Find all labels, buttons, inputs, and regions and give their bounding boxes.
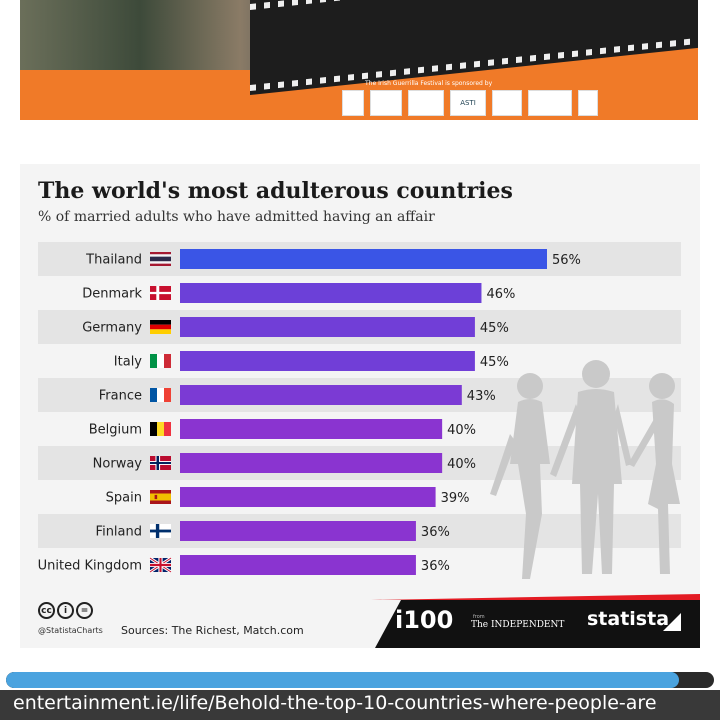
sponsor-logo-1 bbox=[342, 90, 364, 116]
from-label: from bbox=[473, 614, 485, 620]
red-accent-stripe bbox=[371, 594, 700, 600]
banner-image: The Irish Guerrilla Festival is sponsore… bbox=[20, 0, 698, 120]
url-text: entertainment.ie/life/Behold-the-top-10-… bbox=[13, 692, 657, 714]
chart-subtitle: % of married adults who have admitted ha… bbox=[38, 209, 435, 225]
chart-sources: Sources: The Richest, Match.com bbox=[121, 624, 304, 637]
flag-icon-5 bbox=[150, 422, 171, 436]
progress-fill bbox=[6, 672, 679, 688]
flag-icon-2 bbox=[150, 320, 171, 334]
chart-title: The world's most adulterous countries bbox=[38, 178, 513, 204]
category-label: United Kingdom bbox=[38, 559, 142, 574]
sponsor-logo-5 bbox=[492, 90, 522, 116]
bar-germany bbox=[180, 317, 475, 337]
attribution-icon: i bbox=[57, 602, 74, 619]
i100-logo: i100 bbox=[395, 606, 454, 634]
category-label: Norway bbox=[93, 457, 143, 472]
bar-chart: Thailand 56% Denmark 46% Germany 45% Italy 45% F… bbox=[38, 242, 681, 579]
sponsor-logo-7 bbox=[578, 90, 598, 116]
bar-italy bbox=[180, 351, 475, 371]
flag-icon-3 bbox=[150, 354, 171, 368]
flag-icon-0 bbox=[150, 252, 171, 266]
category-label: Denmark bbox=[82, 287, 142, 302]
no-derivatives-icon: = bbox=[76, 602, 93, 619]
value-label: 46% bbox=[486, 287, 515, 302]
bar-belgium bbox=[180, 419, 443, 439]
category-label: France bbox=[99, 389, 142, 404]
flag-icon-4 bbox=[150, 388, 171, 402]
category-label: Spain bbox=[106, 491, 142, 506]
value-label: 56% bbox=[552, 253, 581, 268]
sponsor-logo-6 bbox=[528, 90, 572, 116]
chart-card: Thailand 56% Denmark 46% Germany 45% Italy 45% F… bbox=[20, 164, 700, 648]
value-label: 45% bbox=[480, 321, 509, 336]
url-overlay: entertainment.ie/life/Behold-the-top-10-… bbox=[0, 690, 720, 720]
sponsor-logo-asti: ASTI bbox=[450, 90, 486, 116]
bar-united-kingdom bbox=[180, 555, 416, 575]
value-label: 40% bbox=[447, 423, 476, 438]
chart-footer: cc i = @StatistaCharts Sources: The Rich… bbox=[20, 594, 700, 648]
category-label: Italy bbox=[114, 355, 143, 370]
category-label: Finland bbox=[96, 525, 142, 540]
value-label: 45% bbox=[480, 355, 509, 370]
progress-bar[interactable] bbox=[6, 672, 714, 688]
flag-icon-6 bbox=[150, 456, 171, 470]
value-label: 39% bbox=[441, 491, 470, 506]
couple-silhouette-icon bbox=[490, 360, 680, 579]
bar-finland bbox=[180, 521, 416, 541]
flag-icon-9 bbox=[149, 556, 172, 574]
bar-norway bbox=[180, 453, 443, 473]
independent-logo: The INDEPENDENT bbox=[471, 620, 565, 630]
sponsor-logo-3 bbox=[408, 90, 444, 116]
cc-icon: cc bbox=[38, 602, 55, 619]
sponsor-logo-2 bbox=[370, 90, 402, 116]
flag-icon-1 bbox=[150, 286, 171, 300]
value-label: 43% bbox=[467, 389, 496, 404]
sponsor-logos: ASTI bbox=[342, 90, 598, 116]
sponsor-text: The Irish Guerrilla Festival is sponsore… bbox=[365, 80, 493, 87]
category-label: Germany bbox=[82, 321, 142, 336]
flag-icon-7 bbox=[150, 490, 171, 504]
bar-denmark bbox=[180, 283, 482, 303]
statista-logo: statista bbox=[587, 608, 670, 630]
category-label: Thailand bbox=[85, 253, 142, 268]
brand-bar: i100 from The INDEPENDENT statista bbox=[375, 600, 700, 648]
bar-thailand bbox=[180, 249, 547, 269]
creative-commons-icons: cc i = bbox=[38, 602, 93, 619]
value-label: 36% bbox=[421, 525, 450, 540]
statista-handle: @StatistaCharts bbox=[38, 626, 103, 635]
category-label: Belgium bbox=[89, 423, 142, 438]
flag-icon-8 bbox=[150, 524, 171, 538]
bar-spain bbox=[180, 487, 436, 507]
value-label: 36% bbox=[421, 559, 450, 574]
value-label: 40% bbox=[447, 457, 476, 472]
bar-france bbox=[180, 385, 462, 405]
